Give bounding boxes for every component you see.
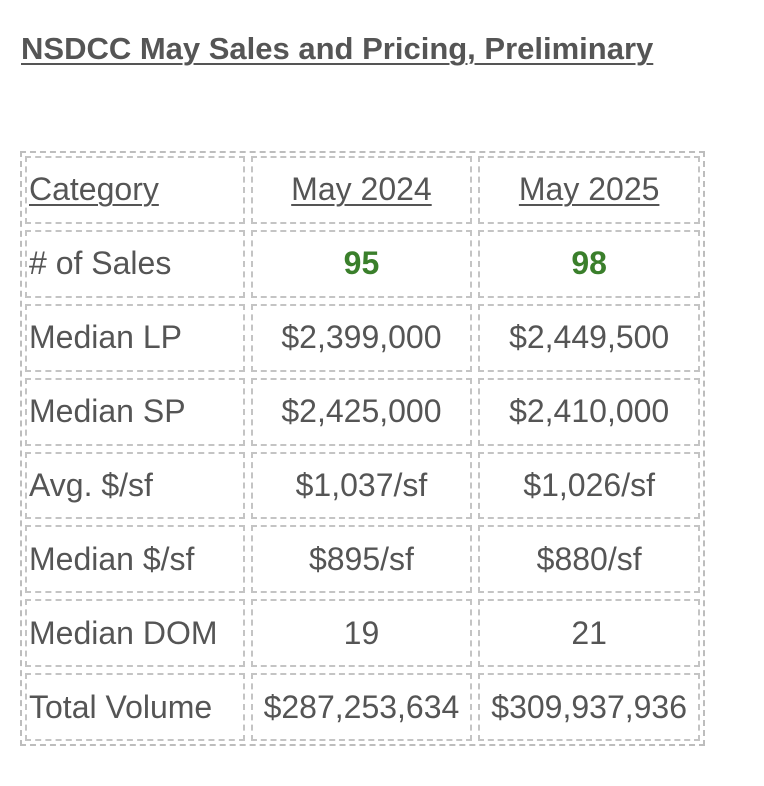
row-may-2025-cell: $309,937,936 <box>478 673 700 741</box>
header-label: Category <box>29 171 159 208</box>
row-may-2025-cell: 98 <box>478 229 700 298</box>
row-category-cell: Avg. $/sf <box>25 451 245 520</box>
table-header-row: Category May 2024 May 2025 <box>25 156 700 224</box>
header-label: May 2025 <box>518 171 660 208</box>
header-label: May 2024 <box>291 171 432 208</box>
sales-table-container: Category May 2024 May 2025 # of Sales 95… <box>20 151 705 746</box>
table-row: Median LP $2,399,000 $2,449,500 <box>25 303 700 372</box>
row-may-2024-cell: $2,425,000 <box>250 377 473 446</box>
sales-table: Category May 2024 May 2025 # of Sales 95… <box>19 150 706 747</box>
row-category-cell: Median LP <box>25 303 245 372</box>
row-may-2024-cell: 19 <box>250 599 473 668</box>
table-row: Median SP $2,425,000 $2,410,000 <box>25 377 700 446</box>
header-cell-may-2024: May 2024 <box>250 156 473 224</box>
table-row: Median DOM 19 21 <box>25 599 700 668</box>
row-category-cell: Median $/sf <box>25 525 245 594</box>
row-may-2025-cell: $2,449,500 <box>478 303 700 372</box>
row-may-2024-cell: $895/sf <box>250 525 473 594</box>
row-category-cell: # of Sales <box>25 229 245 298</box>
row-may-2025-cell: $880/sf <box>478 525 700 594</box>
row-may-2025-cell: $2,410,000 <box>478 377 700 446</box>
row-may-2024-cell: $1,037/sf <box>250 451 473 520</box>
table-row: Median $/sf $895/sf $880/sf <box>25 525 700 594</box>
row-may-2025-cell: 21 <box>478 599 700 668</box>
page-title: NSDCC May Sales and Pricing, Preliminary <box>21 31 654 66</box>
row-category-cell: Total Volume <box>25 673 245 741</box>
row-may-2024-cell: $2,399,000 <box>250 303 473 372</box>
table-row: # of Sales 95 98 <box>25 229 700 298</box>
row-may-2025-cell: $1,026/sf <box>478 451 700 520</box>
row-category-cell: Median DOM <box>25 599 245 668</box>
row-may-2024-cell: $287,253,634 <box>250 673 473 741</box>
header-cell-may-2025: May 2025 <box>478 156 700 224</box>
header-cell-category: Category <box>25 156 245 224</box>
row-category-cell: Median SP <box>25 377 245 446</box>
table-row: Total Volume $287,253,634 $309,937,936 <box>25 673 700 741</box>
row-may-2024-cell: 95 <box>250 229 473 298</box>
table-row: Avg. $/sf $1,037/sf $1,026/sf <box>25 451 700 520</box>
